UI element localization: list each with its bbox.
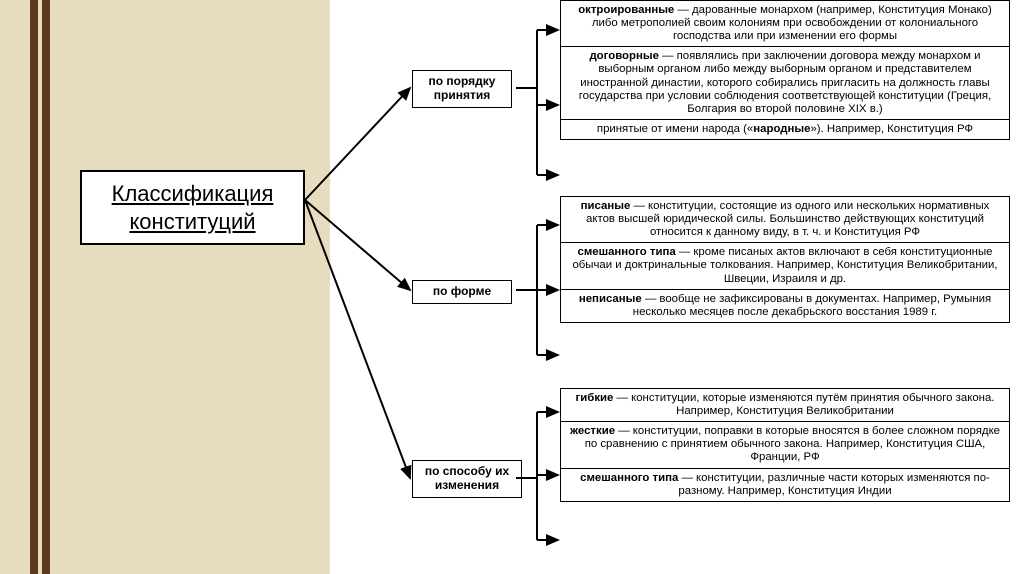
root-title: Классификация конституций — [112, 181, 274, 234]
detail-cell: октроированные — дарованные монархом (на… — [561, 1, 1009, 47]
decor-bar-2 — [42, 0, 50, 574]
category-box: по способу их изменения — [412, 460, 522, 498]
detail-cell: принятые от имени народа («народные»). Н… — [561, 120, 1009, 139]
detail-cell: неписаные — вообще не зафиксированы в до… — [561, 290, 1009, 322]
detail-column: октроированные — дарованные монархом (на… — [560, 0, 1010, 140]
root-title-box: Классификация конституций — [80, 170, 305, 245]
detail-cell: смешанного типа — конституции, различные… — [561, 469, 1009, 501]
detail-cell: жесткие — конституции, поправки в которы… — [561, 422, 1009, 468]
detail-cell: договорные — появлялись при заключении д… — [561, 47, 1009, 120]
detail-column: гибкие — конституции, которые изменяются… — [560, 388, 1010, 502]
detail-column: писаные — конституции, состоящие из одно… — [560, 196, 1010, 323]
category-box: по порядку принятия — [412, 70, 512, 108]
detail-cell: гибкие — конституции, которые изменяются… — [561, 389, 1009, 422]
category-box: по форме — [412, 280, 512, 304]
detail-cell: писаные — конституции, состоящие из одно… — [561, 197, 1009, 243]
decor-bar-1 — [30, 0, 38, 574]
detail-cell: смешанного типа — кроме писаных актов вк… — [561, 243, 1009, 289]
